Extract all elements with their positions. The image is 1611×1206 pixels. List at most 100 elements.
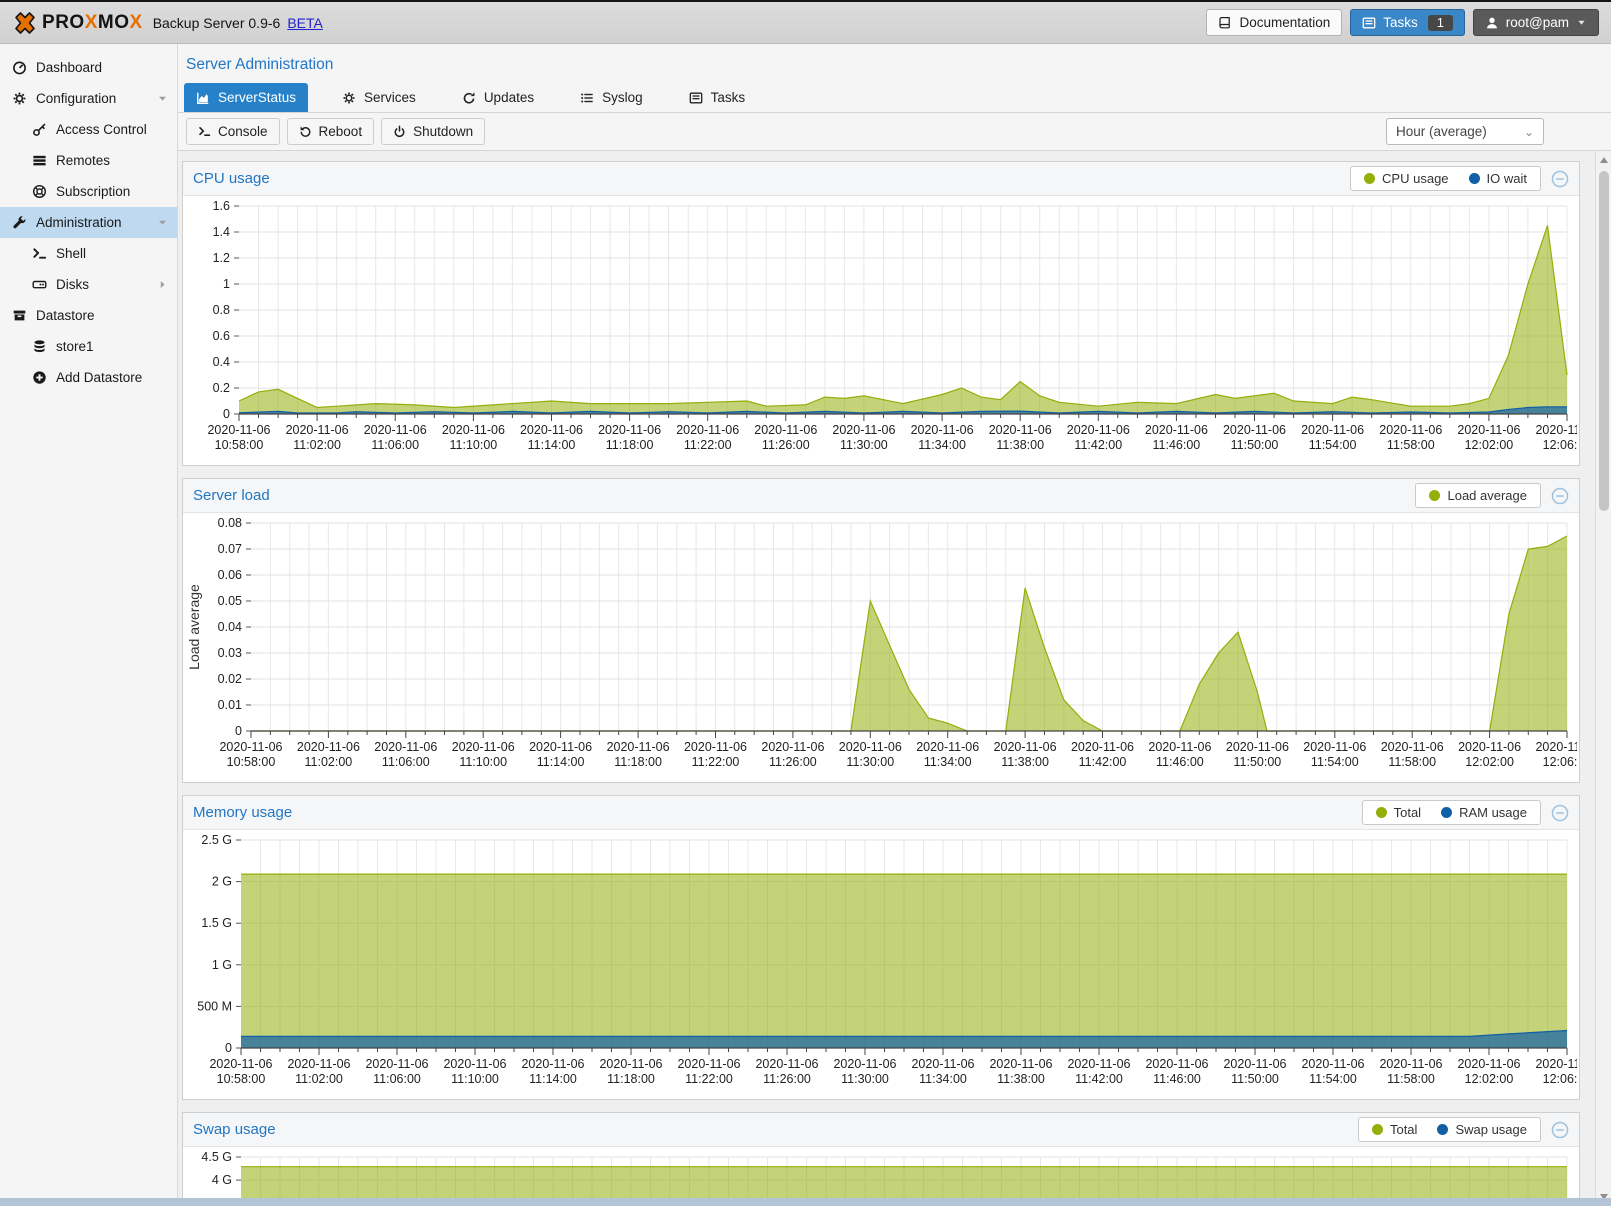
tab-services[interactable]: Services [330,83,428,112]
svg-text:0.6: 0.6 [213,329,230,343]
sidebar-item-add-datastore[interactable]: Add Datastore [0,362,177,393]
svg-text:2020-11-06: 2020-11-06 [1535,423,1577,437]
sidebar-item-dashboard[interactable]: Dashboard [0,52,177,83]
svg-text:11:46:00: 11:46:00 [1156,755,1204,769]
scrollbar-thumb[interactable] [1599,171,1609,511]
sidebar-nav: Dashboard Configuration Access Control R… [0,44,178,1206]
svg-text:10:58:00: 10:58:00 [215,438,264,452]
tab-label: Updates [484,90,534,105]
svg-text:2020-11-06: 2020-11-06 [1458,740,1521,754]
svg-text:2020-11-06: 2020-11-06 [1067,1057,1130,1071]
sidebar-item-label: Dashboard [36,60,102,75]
page-title: Server Administration [178,44,1611,77]
legend-dot [1437,1124,1448,1135]
legend-label: Total [1390,1122,1417,1137]
user-menu-button[interactable]: root@pam [1473,9,1599,36]
sidebar-item-datastore[interactable]: Datastore [0,300,177,331]
tab-label: Syslog [602,90,643,105]
sidebar-item-remotes[interactable]: Remotes [0,145,177,176]
time-range-value: Hour (average) [1396,124,1487,139]
panel-title: CPU usage [193,170,1350,187]
legend-item-ram-usage[interactable]: RAM usage [1441,805,1527,820]
svg-text:11:02:00: 11:02:00 [295,1072,343,1086]
tab-serverstatus[interactable]: ServerStatus [184,83,308,112]
sidebar-item-subscription[interactable]: Subscription [0,176,177,207]
collapse-panel-button[interactable] [1551,487,1569,505]
beta-link[interactable]: BETA [287,15,323,31]
panel-header: Memory usage Total RAM usage [183,796,1579,830]
reboot-button[interactable]: Reboot [287,118,375,145]
svg-text:11:10:00: 11:10:00 [450,438,498,452]
sidebar-item-shell[interactable]: Shell [0,238,177,269]
sidebar-item-label: Access Control [56,122,147,137]
legend-item-swap-usage[interactable]: Swap usage [1437,1122,1527,1137]
proxmox-x-mark-icon [12,10,38,36]
chevron-right-expander[interactable] [157,279,168,290]
svg-text:11:26:00: 11:26:00 [763,1072,811,1086]
svg-text:0: 0 [235,724,242,738]
legend-dot [1376,807,1387,818]
tab-updates[interactable]: Updates [450,83,546,112]
svg-text:2020-11-06: 2020-11-06 [833,1057,896,1071]
sidebar-item-access-control[interactable]: Access Control [0,114,177,145]
chart-area-icon [196,91,210,105]
key-icon [32,122,47,137]
tasks-label: Tasks [1383,15,1418,30]
tab-label: Tasks [711,90,746,105]
sidebar-item-administration[interactable]: Administration [0,207,177,238]
svg-text:2020-11-06: 2020-11-06 [442,423,505,437]
sidebar-item-configuration[interactable]: Configuration [0,83,177,114]
svg-text:2020-11-06: 2020-11-06 [1223,423,1286,437]
svg-text:0: 0 [225,1041,232,1055]
chart-body: 0.080.070.060.050.040.030.020.0102020-11… [183,513,1579,782]
console-button[interactable]: Console [186,118,280,145]
shutdown-button[interactable]: Shutdown [381,118,485,145]
chart-body: 2.5 G2 G1.5 G1 G500 M02020-11-0610:58:00… [183,830,1579,1099]
legend-item-total[interactable]: Total [1372,1122,1417,1137]
svg-text:2020-11-06: 2020-11-06 [365,1057,428,1071]
tab-tasks[interactable]: Tasks [677,83,758,112]
chart-memory-usage: 2.5 G2 G1.5 G1 G500 M02020-11-0610:58:00… [185,834,1577,1092]
svg-text:2020-11-06: 2020-11-06 [297,740,360,754]
legend-item-load-average[interactable]: Load average [1429,488,1527,503]
svg-text:2020-11-06: 2020-11-06 [684,740,747,754]
documentation-button[interactable]: Documentation [1206,9,1342,36]
collapse-panel-button[interactable] [1551,804,1569,822]
legend-item-total[interactable]: Total [1376,805,1421,820]
time-range-select[interactable]: Hour (average) ⌄ [1386,118,1544,145]
chevron-down-icon [157,93,168,104]
svg-text:11:38:00: 11:38:00 [1001,755,1049,769]
tab-syslog[interactable]: Syslog [568,83,655,112]
svg-text:0.08: 0.08 [218,517,242,530]
svg-text:4 G: 4 G [212,1173,232,1187]
sidebar-item-store1[interactable]: store1 [0,331,177,362]
collapse-panel-button[interactable] [1551,170,1569,188]
svg-text:11:26:00: 11:26:00 [769,755,817,769]
charts-scroll-area: CPU usage CPU usage IO wait 1.61.41.210.… [178,151,1611,1206]
scroll-up-arrow-icon[interactable] [1600,157,1608,163]
plus-circle-icon [32,370,47,385]
svg-text:4.5 G: 4.5 G [201,1151,232,1164]
svg-text:11:30:00: 11:30:00 [841,1072,889,1086]
svg-text:11:30:00: 11:30:00 [840,438,888,452]
sidebar-item-disks[interactable]: Disks [0,269,177,300]
svg-text:12:02:00: 12:02:00 [1465,755,1514,769]
svg-text:2020-11-06: 2020-11-06 [521,1057,584,1071]
tasks-button[interactable]: Tasks 1 [1350,9,1464,36]
main-content: Server Administration ServerStatus Servi… [178,44,1611,1206]
chevron-down-expander[interactable] [157,93,168,104]
collapse-panel-button[interactable] [1551,1121,1569,1139]
sidebar-item-label: Administration [36,215,122,230]
svg-text:11:46:00: 11:46:00 [1153,1072,1201,1086]
sidebar-item-label: Add Datastore [56,370,142,385]
chart-legend: CPU usage IO wait [1350,166,1541,191]
svg-text:2020-11-06: 2020-11-06 [1145,1057,1208,1071]
svg-text:2020-11-06: 2020-11-06 [839,740,902,754]
chevron-down-expander[interactable] [157,217,168,228]
svg-text:0.04: 0.04 [218,620,242,634]
legend-item-cpu-usage[interactable]: CPU usage [1364,171,1448,186]
svg-text:11:18:00: 11:18:00 [607,1072,655,1086]
svg-text:2020-11-06: 2020-11-06 [209,1057,272,1071]
legend-item-io-wait[interactable]: IO wait [1469,171,1527,186]
vertical-scrollbar[interactable] [1595,151,1611,1206]
